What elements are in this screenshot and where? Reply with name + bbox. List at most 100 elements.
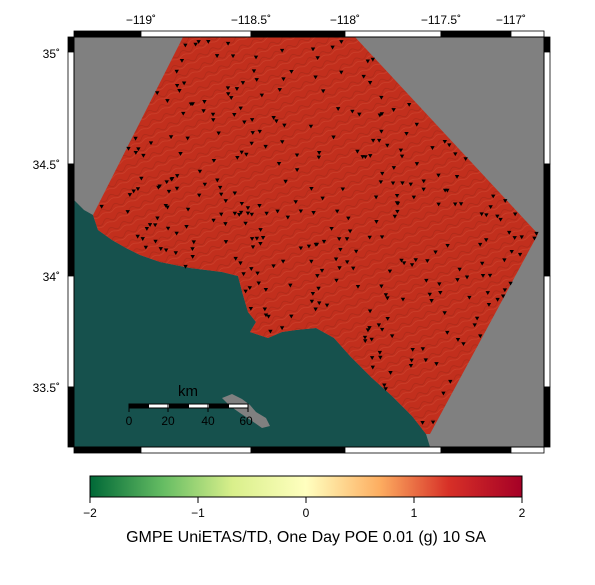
inverted-triangle-icon [361,74,366,79]
inverted-triangle-icon [379,112,385,117]
inverted-triangle-icon [135,234,140,239]
inverted-triangle-icon [316,155,322,160]
inverted-triangle-icon [458,202,464,207]
inverted-triangle-icon [367,81,373,85]
inverted-triangle-icon [370,138,376,143]
inverted-triangle-icon [429,299,434,303]
inverted-triangle-icon [437,282,442,287]
inverted-triangle-icon [315,56,320,60]
inverted-triangle-icon [165,99,170,103]
inverted-triangle-icon [251,69,257,74]
inverted-triangle-icon [274,119,279,124]
inverted-triangle-icon [174,83,180,88]
inverted-triangle-icon [461,342,466,347]
inverted-triangle-icon [190,247,195,252]
inverted-triangle-icon [488,205,493,210]
inverted-triangle-icon [420,421,425,425]
inverted-triangle-icon [216,131,221,136]
inverted-triangle-icon [185,207,191,212]
station-markers [99,40,539,425]
inverted-triangle-icon [258,241,263,246]
inverted-triangle-icon [436,173,441,178]
inverted-triangle-icon [279,326,285,331]
inverted-triangle-icon [155,91,160,96]
inverted-triangle-icon [254,236,260,241]
inverted-triangle-icon [413,258,418,263]
inverted-triangle-icon [219,192,224,197]
inverted-triangle-icon [463,157,468,162]
inverted-triangle-icon [263,288,269,292]
lon-label: −118˚ [330,13,360,27]
inverted-triangle-icon [232,113,237,117]
inverted-triangle-icon [239,201,245,206]
inverted-triangle-icon [367,309,373,314]
inverted-triangle-icon [170,176,175,181]
inverted-triangle-icon [277,88,282,92]
inverted-triangle-icon [210,112,216,117]
inverted-triangle-icon [237,212,242,217]
inverted-triangle-icon [534,231,539,236]
inverted-triangle-icon [147,223,153,227]
inverted-triangle-icon [321,239,327,244]
inverted-triangle-icon [369,337,374,342]
inverted-triangle-icon [503,199,508,203]
inverted-triangle-icon [232,191,238,196]
inverted-triangle-icon [479,261,485,266]
lon-label: −118.5˚ [231,13,271,27]
inverted-triangle-icon [258,228,263,232]
inverted-triangle-icon [367,326,372,330]
inverted-triangle-icon [339,70,344,75]
inverted-triangle-icon [257,129,262,134]
inverted-triangle-icon [175,174,180,178]
map-area[interactable] [70,37,544,447]
inverted-triangle-icon [486,302,492,307]
inverted-triangle-icon [164,180,169,185]
inverted-triangle-icon [163,203,168,208]
inverted-triangle-icon [153,239,158,244]
inverted-triangle-icon [257,204,262,208]
inverted-triangle-icon [452,202,458,207]
inverted-triangle-icon [331,135,336,140]
lat-label: 34˚ [43,270,60,284]
inverted-triangle-icon [308,124,314,129]
inverted-triangle-icon [229,96,234,100]
lat-label: 34.5˚ [33,158,60,172]
inverted-triangle-icon [379,327,385,332]
inverted-triangle-icon [177,89,182,93]
inverted-triangle-icon [223,240,229,244]
inverted-triangle-icon [239,150,244,155]
inverted-triangle-icon [294,153,300,158]
inverted-triangle-icon [263,313,269,318]
inverted-triangle-icon [238,210,244,215]
inverted-triangle-icon [434,362,439,366]
inverted-triangle-icon [383,293,389,298]
inverted-triangle-icon [467,295,472,300]
inverted-triangle-icon [262,307,268,312]
inverted-triangle-icon [249,118,255,122]
inverted-triangle-icon [206,40,211,44]
inverted-triangle-icon [135,187,141,192]
inverted-triangle-icon [400,181,405,186]
inverted-triangle-icon [152,223,158,228]
inverted-triangle-icon [245,206,251,210]
inverted-triangle-icon [202,182,208,187]
inverted-triangle-icon [133,151,139,155]
inverted-triangle-icon [447,143,452,148]
inverted-triangle-icon [211,218,216,223]
inverted-triangle-icon [266,314,271,319]
inverted-triangle-icon [185,136,190,141]
inverted-triangle-icon [330,45,335,50]
inverted-triangle-icon [99,204,104,209]
colorbar-gradient [89,475,523,498]
inverted-triangle-icon [508,281,513,286]
colorbar-tick: 0 [303,506,310,520]
inverted-triangle-icon [276,162,282,166]
inverted-triangle-icon [242,120,247,125]
inverted-triangle-icon [313,75,318,80]
inverted-triangle-icon [144,227,150,231]
inverted-triangle-icon [363,339,368,344]
inverted-triangle-icon [406,102,412,107]
inverted-triangle-icon [271,116,276,120]
inverted-triangle-icon [125,210,130,214]
inverted-triangle-icon [383,387,388,391]
